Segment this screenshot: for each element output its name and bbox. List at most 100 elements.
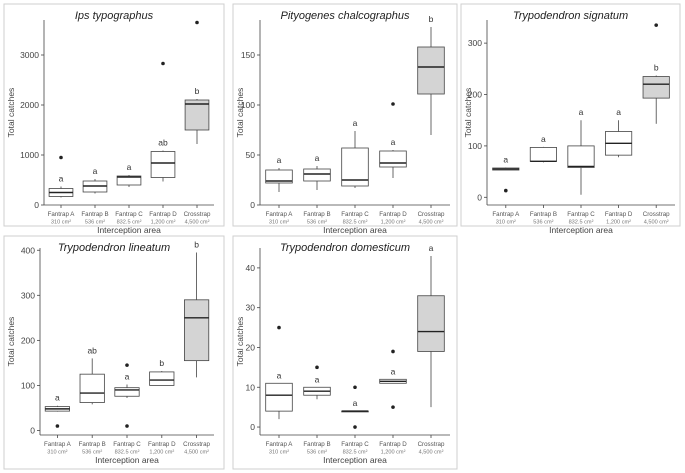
outlier-point bbox=[353, 425, 357, 429]
significance-letter: a bbox=[353, 398, 358, 408]
chart-title: Trypodendron signatum bbox=[513, 10, 628, 22]
box-4: b bbox=[417, 14, 445, 135]
box-iqr bbox=[184, 299, 210, 362]
x-tick-label: Fantrap D bbox=[148, 441, 176, 448]
y-tick-label: 3000 bbox=[20, 50, 39, 60]
outlier-point bbox=[315, 365, 319, 370]
chart-title: Trypodendron domesticum bbox=[280, 242, 410, 254]
box-4: b bbox=[642, 23, 670, 124]
x-tick-label: Fantrap D bbox=[379, 441, 407, 448]
y-tick-label: 0 bbox=[250, 422, 255, 432]
x-tick-label: Crosstrap bbox=[418, 211, 445, 218]
box-3: b bbox=[149, 358, 175, 386]
x-tick-label: Fantrap B bbox=[303, 211, 330, 218]
chart-panel-1: Pityogenes chalcographus 0 50 100 150 Total c… bbox=[232, 3, 458, 235]
x-tick-label: Fantrap A bbox=[44, 441, 72, 448]
box-2: a bbox=[341, 118, 369, 188]
x-axis-title: Interception area bbox=[549, 225, 613, 235]
panel-frame bbox=[232, 3, 458, 227]
x-tick-label: Crosstrap bbox=[184, 211, 211, 218]
outlier-point bbox=[195, 20, 199, 25]
x-tick-area-label: 536 cm² bbox=[85, 220, 105, 226]
box-iqr bbox=[567, 145, 595, 168]
x-tick-area-label: 536 cm² bbox=[307, 450, 327, 456]
box-2: a bbox=[567, 107, 595, 195]
significance-letter: a bbox=[277, 155, 282, 165]
significance-letter: b bbox=[159, 358, 164, 368]
box-iqr bbox=[265, 169, 293, 184]
x-tick-area-label: 310 cm² bbox=[269, 450, 289, 456]
x-tick-label: Fantrap B bbox=[79, 441, 106, 448]
chart-panel-4: Trypodendron domesticum 0 10 20 30 40 Total ca… bbox=[232, 235, 458, 470]
x-tick-label: Fantrap A bbox=[48, 211, 76, 218]
x-tick-label: Crosstrap bbox=[643, 211, 670, 218]
x-tick-area-label: 4,500 cm² bbox=[419, 220, 444, 226]
box-0: a bbox=[265, 155, 293, 192]
y-tick-label: 10 bbox=[246, 382, 256, 392]
x-axis-title: Interception area bbox=[97, 225, 161, 235]
outlier-point bbox=[59, 155, 63, 160]
box-2: a bbox=[114, 363, 140, 428]
box-0: a bbox=[48, 155, 74, 198]
outlier-point bbox=[504, 188, 508, 193]
outlier-point bbox=[161, 61, 165, 66]
x-tick-area-label: 310 cm² bbox=[269, 220, 289, 226]
x-tick-label: Fantrap A bbox=[266, 441, 294, 448]
x-tick-area-label: 310 cm² bbox=[47, 450, 67, 456]
significance-letter: b bbox=[429, 14, 434, 24]
box-0: a bbox=[44, 393, 70, 428]
x-tick-label: Fantrap C bbox=[341, 441, 369, 448]
x-tick-area-label: 1,200 cm² bbox=[381, 220, 406, 226]
x-tick-area-label: 1,200 cm² bbox=[606, 220, 631, 226]
significance-letter: a bbox=[503, 154, 508, 164]
box-1: a bbox=[82, 166, 108, 194]
outlier-point bbox=[55, 424, 60, 428]
box-iqr bbox=[303, 168, 331, 182]
x-tick-label: Fantrap B bbox=[303, 441, 330, 448]
box-iqr bbox=[642, 76, 670, 99]
chart-title: Pityogenes chalcographus bbox=[280, 10, 410, 22]
y-tick-label: 0 bbox=[477, 192, 482, 202]
box-iqr bbox=[149, 371, 175, 386]
x-tick-label: Crosstrap bbox=[418, 441, 445, 448]
y-tick-label: 20 bbox=[246, 342, 256, 352]
box-1: a bbox=[303, 153, 331, 190]
significance-letter: a bbox=[429, 243, 434, 253]
box-1: ab bbox=[79, 345, 105, 405]
y-tick-label: 300 bbox=[21, 290, 35, 300]
y-tick-label: 40 bbox=[246, 263, 256, 273]
x-tick-area-label: 832.5 cm² bbox=[115, 450, 140, 456]
x-axis-title: Interception area bbox=[323, 455, 387, 465]
x-tick-label: Fantrap D bbox=[379, 211, 407, 218]
y-axis-title: Total catches bbox=[235, 317, 245, 367]
box-iqr bbox=[116, 175, 142, 186]
chart-panel-3: Trypodendron lineatum 0 100 200 300 400 Total … bbox=[3, 235, 225, 470]
x-axis-title: Interception area bbox=[95, 455, 159, 465]
y-axis-title: Total catches bbox=[6, 88, 16, 138]
x-tick-area-label: 310 cm² bbox=[51, 220, 71, 226]
significance-letter: a bbox=[391, 137, 396, 147]
outlier-point bbox=[391, 405, 395, 409]
box-4: b bbox=[184, 20, 210, 144]
significance-letter: a bbox=[93, 166, 98, 176]
box-iqr bbox=[417, 46, 445, 95]
x-tick-label: Fantrap B bbox=[81, 211, 108, 218]
box-iqr bbox=[150, 151, 176, 178]
x-tick-label: Fantrap B bbox=[530, 211, 557, 218]
outlier-point bbox=[353, 385, 357, 390]
box-3: a bbox=[379, 349, 407, 409]
chart-title: Trypodendron lineatum bbox=[58, 242, 170, 254]
significance-letter: b bbox=[195, 86, 200, 96]
box-0: a bbox=[492, 154, 520, 193]
x-tick-area-label: 832.5 cm² bbox=[343, 220, 368, 226]
box-3: a bbox=[605, 107, 633, 158]
significance-letter: a bbox=[125, 372, 130, 382]
x-tick-area-label: 4,500 cm² bbox=[644, 220, 669, 226]
y-tick-label: 0 bbox=[30, 425, 35, 435]
significance-letter: a bbox=[55, 393, 60, 403]
y-axis-title: Total catches bbox=[235, 88, 245, 138]
significance-letter: a bbox=[353, 118, 358, 128]
x-tick-label: Fantrap D bbox=[605, 211, 633, 218]
significance-letter: a bbox=[59, 174, 64, 184]
